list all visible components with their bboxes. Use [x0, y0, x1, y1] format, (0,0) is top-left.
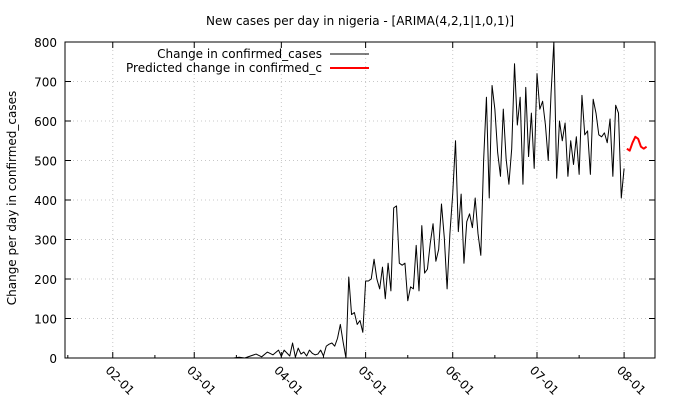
grid-lines [65, 42, 655, 358]
y-tick-label: 600 [34, 115, 57, 129]
x-tick-label: 08-01 [614, 363, 649, 398]
axis-ticks: 0 100 200 300 400 500 600 700 800 02-01 03-01 04-01… [34, 36, 655, 398]
x-tick-label: 03-01 [184, 363, 219, 398]
x-tick-label: 07-01 [527, 363, 562, 398]
legend-label: Predicted change in confirmed_c [126, 61, 322, 75]
y-tick-label: 500 [34, 155, 57, 169]
series-line-predicted [626, 135, 648, 152]
x-tick-label: 02-01 [103, 363, 138, 398]
y-tick-label: 0 [49, 352, 57, 366]
y-tick-label: 400 [34, 194, 57, 208]
plot-series [65, 41, 648, 359]
y-tick-label: 300 [34, 234, 57, 248]
plot-frame [64, 41, 656, 359]
series-line-confirmed-cases [65, 41, 625, 359]
y-axis-label: Change per day in confirmed_cases [5, 91, 19, 306]
x-tick-label: 05-01 [355, 363, 390, 398]
x-tick-label: 04-01 [271, 363, 306, 398]
y-tick-label: 200 [34, 273, 57, 287]
y-tick-label: 100 [34, 313, 57, 327]
x-tick-label: 06-01 [443, 363, 478, 398]
chart-title: New cases per day in nigeria - [ARIMA(4,… [206, 14, 514, 28]
y-tick-label: 800 [34, 36, 57, 50]
legend-label: Change in confirmed_cases [157, 47, 322, 61]
y-tick-label: 700 [34, 76, 57, 90]
